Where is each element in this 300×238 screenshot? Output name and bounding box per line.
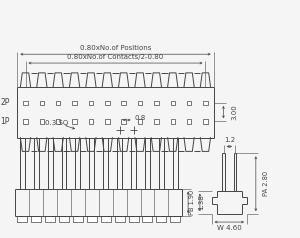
Bar — [170, 119, 175, 124]
Bar — [187, 119, 191, 124]
Text: 0.3 SQ: 0.3 SQ — [45, 120, 69, 126]
Text: W 4.60: W 4.60 — [217, 225, 242, 231]
Bar — [73, 216, 83, 222]
Text: 3.00: 3.00 — [231, 104, 237, 120]
Bar — [156, 216, 167, 222]
Bar — [89, 119, 93, 124]
Bar — [87, 216, 97, 222]
Bar — [105, 119, 110, 124]
Bar — [203, 119, 208, 124]
Bar — [187, 101, 191, 105]
Bar — [154, 119, 159, 124]
Bar — [122, 101, 126, 105]
Text: 1.38: 1.38 — [198, 194, 204, 210]
Bar — [45, 216, 55, 222]
Text: PB 1.90: PB 1.90 — [189, 190, 195, 215]
Bar — [170, 101, 175, 105]
Bar — [59, 216, 69, 222]
Bar — [170, 216, 180, 222]
Text: 1P: 1P — [0, 117, 10, 126]
Bar — [89, 101, 93, 105]
Bar — [56, 101, 60, 105]
Text: 0.80xNo.of Positions: 0.80xNo.of Positions — [80, 45, 151, 51]
Bar — [17, 216, 27, 222]
Bar — [101, 216, 111, 222]
Bar — [23, 119, 28, 124]
Bar — [115, 216, 125, 222]
Bar — [31, 216, 41, 222]
Text: 1.2: 1.2 — [224, 137, 235, 143]
Bar — [138, 119, 142, 124]
Bar — [23, 101, 28, 105]
Bar — [72, 101, 77, 105]
Text: 2P: 2P — [0, 99, 10, 107]
Bar — [122, 119, 126, 124]
Bar — [72, 119, 77, 124]
Bar — [138, 101, 142, 105]
Text: 0.80xNo.of Contacts/2-0.80: 0.80xNo.of Contacts/2-0.80 — [67, 54, 164, 60]
Bar — [105, 101, 110, 105]
Text: PA 2.80: PA 2.80 — [263, 171, 269, 196]
Bar — [56, 119, 60, 124]
Bar — [154, 101, 159, 105]
Text: 0.8: 0.8 — [134, 115, 146, 121]
Bar — [40, 101, 44, 105]
Bar — [40, 119, 44, 124]
Bar — [203, 101, 208, 105]
Bar — [142, 216, 152, 222]
Bar — [128, 216, 139, 222]
